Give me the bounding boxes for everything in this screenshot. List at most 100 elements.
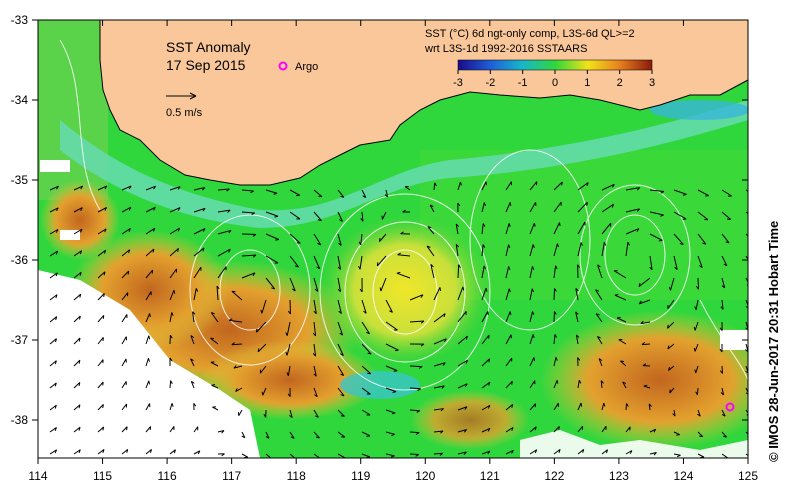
current-vector [145, 248, 155, 257]
current-vector [673, 189, 687, 196]
y-tick-label: -34 [11, 93, 29, 107]
current-vector [193, 288, 199, 301]
current-vector [625, 208, 641, 213]
current-vector [577, 402, 583, 411]
current-vector [73, 185, 84, 191]
current-vector [255, 321, 267, 333]
current-vector [457, 202, 461, 213]
current-vector [49, 272, 58, 279]
current-vector [145, 380, 151, 389]
current-vector [169, 207, 181, 213]
current-vector [697, 189, 710, 197]
current-vector [553, 288, 557, 301]
current-vector [553, 311, 557, 323]
argo-legend-icon [278, 61, 288, 71]
current-vector [649, 211, 664, 217]
current-vector [169, 449, 176, 455]
current-vector [285, 343, 291, 356]
current-vector [73, 271, 82, 279]
current-vector [640, 320, 651, 325]
current-vector [193, 187, 206, 191]
current-vector [613, 270, 627, 279]
current-vector [597, 264, 603, 279]
map-title: SST Anomaly [166, 39, 251, 55]
current-vector [625, 228, 640, 235]
current-vector [313, 365, 317, 377]
current-vector [378, 233, 387, 242]
current-vector [358, 233, 363, 246]
current-vector [409, 431, 420, 435]
current-vector [241, 233, 257, 237]
current-vector [745, 255, 748, 261]
current-vector [289, 453, 296, 458]
current-vector [433, 408, 444, 412]
current-vector [49, 185, 59, 191]
contour-lines [59, 39, 748, 391]
current-vector [668, 365, 675, 371]
current-vector [121, 358, 127, 367]
current-vector [263, 409, 267, 418]
current-vector [289, 211, 301, 220]
current-vector [73, 359, 81, 367]
y-tick-label: -35 [11, 173, 29, 187]
current-vector [433, 182, 437, 191]
current-vector [241, 272, 256, 279]
current-vector [313, 431, 320, 439]
current-vector [457, 429, 468, 433]
current-vector [641, 341, 651, 346]
plot-frame [37, 19, 749, 459]
current-vector [409, 387, 422, 391]
current-vector [241, 431, 246, 439]
current-vector [649, 452, 657, 456]
colorbar-tick-label: 1 [584, 77, 590, 89]
current-vector [313, 255, 321, 270]
x-tick-label: 121 [480, 469, 500, 483]
current-vector [430, 264, 435, 279]
current-vector [433, 362, 446, 367]
current-vector [193, 450, 201, 455]
current-vector [97, 271, 106, 279]
current-vector [697, 211, 709, 221]
current-vector [457, 181, 462, 191]
current-vector [97, 293, 105, 301]
current-vector [121, 381, 127, 389]
current-vector [73, 404, 81, 411]
current-vector [49, 294, 58, 301]
current-vector [49, 316, 58, 323]
current-vector [289, 233, 301, 244]
x-tick-label: 118 [287, 469, 306, 483]
current-vector [601, 241, 607, 257]
current-vector [193, 426, 199, 433]
current-vector [241, 189, 254, 194]
current-vector [529, 357, 536, 367]
current-vector [97, 206, 108, 213]
current-vector [216, 285, 220, 301]
current-vector [577, 264, 581, 279]
current-vector [49, 228, 59, 235]
vector-scale-arrow [166, 92, 197, 100]
current-vector [169, 227, 181, 235]
x-tick-label: 123 [609, 469, 629, 483]
current-vector [673, 431, 681, 436]
current-vector [289, 189, 301, 197]
current-vector [97, 249, 107, 257]
current-vector [97, 228, 107, 235]
y-tick-label: -38 [11, 413, 29, 427]
current-vector [145, 358, 150, 367]
current-vector [427, 226, 435, 235]
current-vector [397, 252, 411, 257]
current-vector [481, 381, 491, 389]
current-vector [577, 379, 582, 389]
current-vector [505, 380, 513, 389]
current-vector [409, 320, 425, 324]
y-tick-label: -33 [11, 13, 29, 27]
current-vector [505, 403, 514, 411]
current-vector [667, 299, 675, 310]
current-vector [385, 387, 397, 393]
current-vector [505, 357, 513, 367]
current-vector [121, 292, 129, 301]
current-vector [241, 453, 249, 458]
current-vector [169, 247, 179, 257]
current-vector [361, 387, 371, 395]
